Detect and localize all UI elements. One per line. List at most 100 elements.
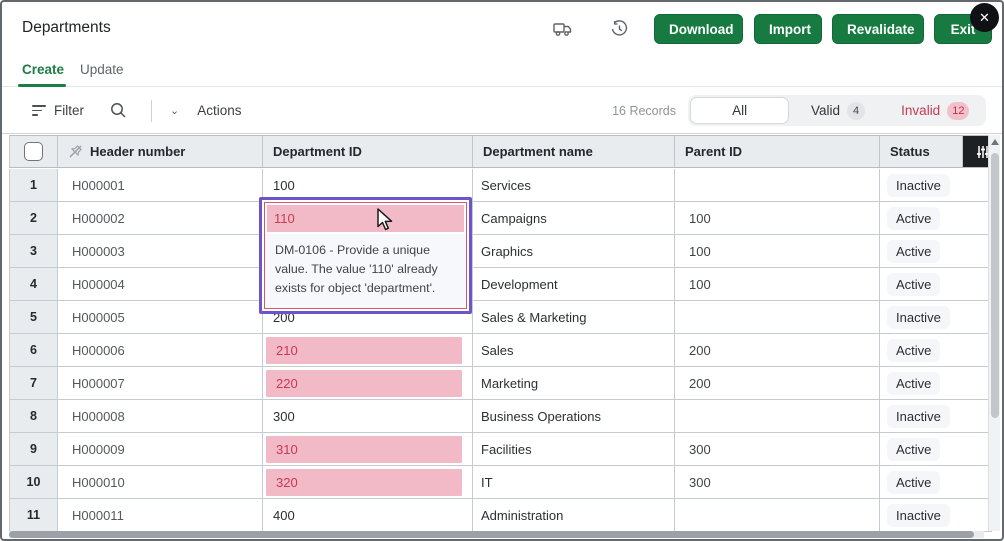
header-number-cell[interactable]: H000009 (58, 433, 263, 465)
department-name-cell[interactable]: Sales & Marketing (473, 301, 675, 333)
status-badge[interactable]: Active (887, 371, 941, 395)
department-name-cell[interactable]: Campaigns (473, 202, 675, 234)
status-cell[interactable]: Inactive (880, 400, 992, 432)
parent-id-cell[interactable]: 200 (675, 367, 880, 399)
actions-dropdown[interactable]: ⌄ Actions (170, 103, 242, 118)
revalidate-button[interactable]: Revalidate (832, 14, 924, 44)
department-name-cell[interactable]: Marketing (473, 367, 675, 399)
segment-all[interactable]: All (690, 97, 790, 124)
header-number-cell[interactable]: H000010 (58, 466, 263, 498)
segment-invalid[interactable]: Invalid 12 (887, 97, 984, 124)
department-id-cell[interactable] (263, 268, 473, 300)
parent-id-cell[interactable] (675, 301, 880, 333)
department-name-cell[interactable]: Facilities (473, 433, 675, 465)
segment-valid[interactable]: Valid 4 (789, 97, 886, 124)
row-number-cell[interactable]: 6 (10, 334, 58, 366)
truck-icon[interactable] (553, 20, 573, 38)
row-number-cell[interactable]: 10 (10, 466, 58, 498)
status-badge[interactable]: Active (887, 338, 941, 362)
department-id-cell[interactable]: 100 (263, 169, 473, 201)
status-cell[interactable]: Active (880, 466, 992, 498)
search-button[interactable] (110, 102, 127, 119)
header-number-cell[interactable]: H000001 (58, 169, 263, 201)
status-badge[interactable]: Inactive (887, 503, 950, 527)
status-badge[interactable]: Active (887, 239, 941, 263)
status-badge[interactable]: Active (887, 437, 941, 461)
close-button[interactable]: ✕ (970, 3, 999, 32)
parent-id-cell[interactable]: 300 (675, 433, 880, 465)
parent-id-cell[interactable] (675, 169, 880, 201)
vertical-scrollbar-thumb[interactable] (991, 153, 999, 418)
parent-id-cell[interactable] (675, 400, 880, 432)
row-number-cell[interactable]: 2 (10, 202, 58, 234)
status-badge[interactable]: Inactive (887, 404, 950, 428)
horizontal-scrollbar-thumb[interactable] (9, 531, 975, 538)
status-cell[interactable]: Inactive (880, 169, 992, 201)
status-cell[interactable]: Inactive (880, 301, 992, 333)
row-number-cell[interactable]: 7 (10, 367, 58, 399)
column-header-department-name[interactable]: Department name (473, 136, 675, 167)
department-id-cell[interactable]: 400 (263, 499, 473, 531)
header-number-cell[interactable]: H000002 (58, 202, 263, 234)
column-header-header-number[interactable]: Header number (58, 136, 263, 167)
tab-update[interactable]: Update (80, 62, 124, 77)
horizontal-scrollbar[interactable] (9, 531, 984, 538)
status-badge[interactable]: Active (887, 272, 941, 296)
row-number-cell[interactable]: 1 (10, 169, 58, 201)
filter-button[interactable]: Filter (32, 103, 84, 119)
invalid-department-id-cell[interactable]: 110 (267, 205, 464, 232)
parent-id-cell[interactable]: 100 (675, 235, 880, 267)
department-id-cell[interactable]: 300 (263, 400, 473, 432)
parent-id-cell[interactable]: 300 (675, 466, 880, 498)
status-cell[interactable]: Active (880, 202, 992, 234)
status-cell[interactable]: Inactive (880, 499, 992, 531)
department-id-cell[interactable] (263, 235, 473, 267)
status-badge[interactable]: Inactive (887, 305, 950, 329)
department-id-cell[interactable]: 220 (263, 367, 473, 399)
status-badge[interactable]: Inactive (887, 173, 950, 197)
department-name-cell[interactable]: Sales (473, 334, 675, 366)
department-name-cell[interactable]: Administration (473, 499, 675, 531)
parent-id-cell[interactable]: 100 (675, 268, 880, 300)
parent-id-cell[interactable]: 100 (675, 202, 880, 234)
header-number-cell[interactable]: H000005 (58, 301, 263, 333)
status-cell[interactable]: Active (880, 433, 992, 465)
header-number-cell[interactable]: H000007 (58, 367, 263, 399)
column-header-status[interactable]: Status (880, 136, 963, 167)
department-name-cell[interactable]: Services (473, 169, 675, 201)
row-number-cell[interactable]: 3 (10, 235, 58, 267)
select-all-checkbox[interactable] (24, 142, 43, 161)
parent-id-cell[interactable] (675, 499, 880, 531)
status-badge[interactable]: Active (887, 206, 941, 230)
status-badge[interactable]: Active (887, 470, 941, 494)
department-id-cell[interactable]: 210 (263, 334, 473, 366)
department-name-cell[interactable]: Business Operations (473, 400, 675, 432)
import-button[interactable]: Import (754, 14, 822, 44)
department-name-cell[interactable]: IT (473, 466, 675, 498)
history-icon[interactable] (610, 20, 629, 38)
column-header-department-id[interactable]: Department ID (263, 136, 473, 167)
department-name-cell[interactable]: Development (473, 268, 675, 300)
row-number-cell[interactable]: 4 (10, 268, 58, 300)
department-name-cell[interactable]: Graphics (473, 235, 675, 267)
header-number-cell[interactable]: H000006 (58, 334, 263, 366)
department-id-cell[interactable]: 320 (263, 466, 473, 498)
column-header-parent-id[interactable]: Parent ID (675, 136, 880, 167)
row-number-cell[interactable]: 8 (10, 400, 58, 432)
header-number-cell[interactable]: H000008 (58, 400, 263, 432)
row-number-cell[interactable]: 11 (10, 499, 58, 531)
parent-id-cell[interactable]: 200 (675, 334, 880, 366)
department-id-cell[interactable]: 310 (263, 433, 473, 465)
status-cell[interactable]: Active (880, 235, 992, 267)
vertical-scrollbar[interactable] (988, 135, 1000, 531)
tab-create[interactable]: Create (22, 62, 65, 77)
status-cell[interactable]: Active (880, 268, 992, 300)
row-number-cell[interactable]: 5 (10, 301, 58, 333)
status-cell[interactable]: Active (880, 367, 992, 399)
header-number-cell[interactable]: H000004 (58, 268, 263, 300)
header-number-cell[interactable]: H000003 (58, 235, 263, 267)
row-number-cell[interactable]: 9 (10, 433, 58, 465)
download-button[interactable]: Download (654, 14, 743, 44)
scroll-up-arrow-icon[interactable] (991, 139, 999, 145)
status-cell[interactable]: Active (880, 334, 992, 366)
